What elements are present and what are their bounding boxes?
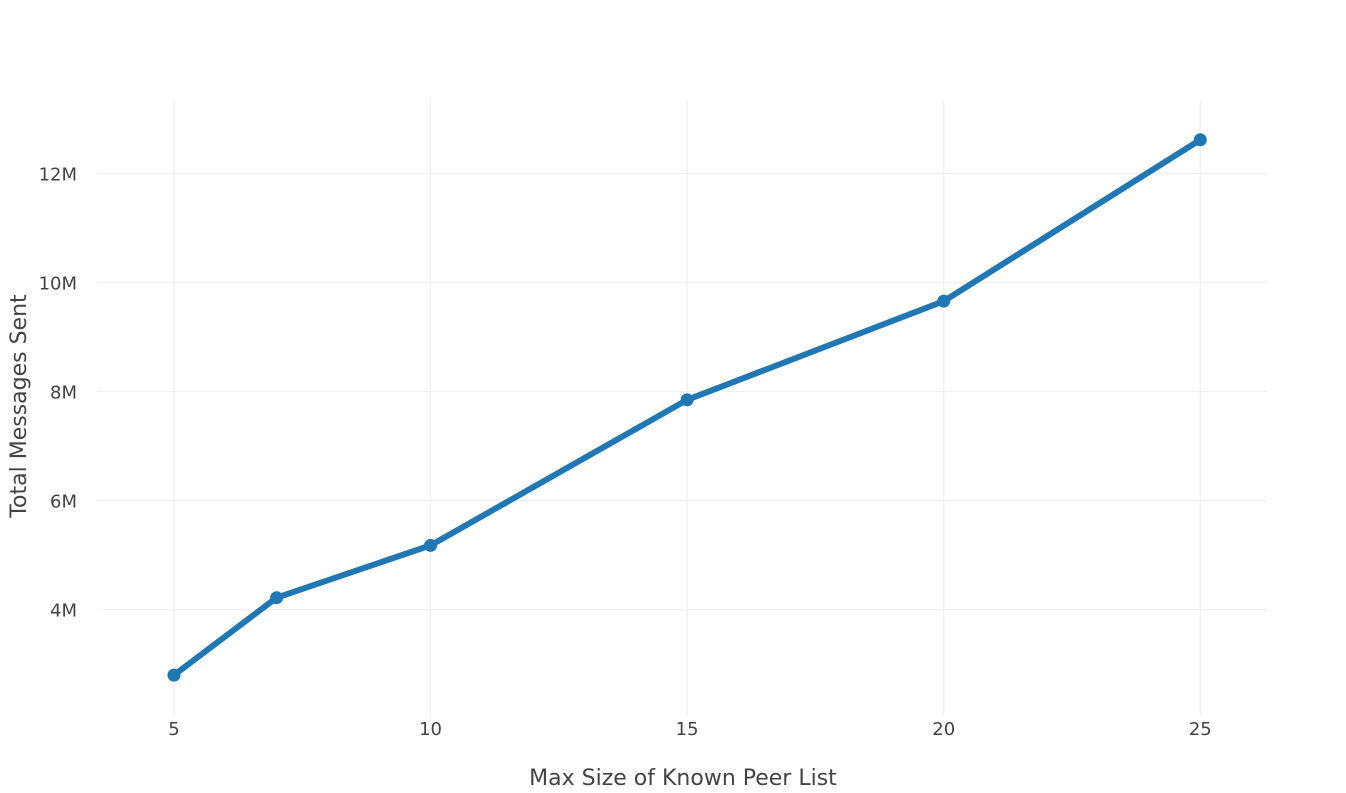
series-layer [167,133,1207,682]
data-point [680,393,694,407]
data-point [167,668,181,682]
data-point [1193,133,1207,147]
x-axis-title: Max Size of Known Peer List [529,766,837,791]
data-point [270,591,284,605]
y-tick-label: 6M [50,492,77,513]
y-tick-label: 4M [50,601,77,622]
x-tick-label: 5 [168,719,179,740]
y-tick-label: 12M [39,165,77,186]
x-tick-label: 20 [932,719,955,740]
data-point [424,538,438,552]
series-line [170,136,1204,679]
data-point [937,294,951,308]
x-tick-label: 25 [1189,719,1212,740]
y-axis-title: Total Messages Sent [7,294,32,519]
y-tick-label: 10M [39,274,77,295]
x-tick-label: 10 [419,719,442,740]
y-tick-label: 8M [50,383,77,404]
x-tick-label: 15 [676,719,699,740]
grid-layer [97,100,1267,716]
tick-labels: 5 10 15 20 25 4M 6M 8M 10M 12M [39,165,1212,740]
